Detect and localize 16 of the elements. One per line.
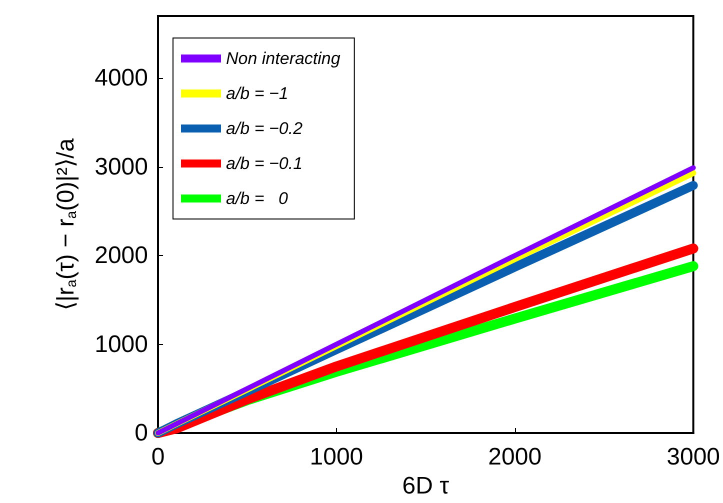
x-tick-label: 0 [151, 444, 165, 470]
y-tick-label: 1000 [94, 330, 148, 358]
legend-label: Non interacting [226, 49, 341, 68]
y-tick-label: 3000 [94, 153, 148, 180]
x-tick-label: 3000 [666, 444, 720, 470]
legend-label: a/b = −0.1 [226, 154, 303, 173]
y-tick-label: 4000 [94, 64, 148, 92]
y-tick-label: 2000 [94, 242, 148, 270]
legend-label: a/b = −0.2 [226, 119, 304, 138]
x-axis-title: 6D τ [402, 472, 450, 500]
y-tick-label: 0 [134, 420, 148, 446]
x-tick-label: 1000 [310, 444, 364, 470]
y-axis-title: ⟨|ra(τ) − ra(0)|²⟩/a [52, 138, 80, 311]
x-tick-label: 2000 [488, 444, 542, 470]
legend-label: a/b = 0 [226, 189, 288, 208]
legend-label: a/b = −1 [226, 84, 288, 103]
